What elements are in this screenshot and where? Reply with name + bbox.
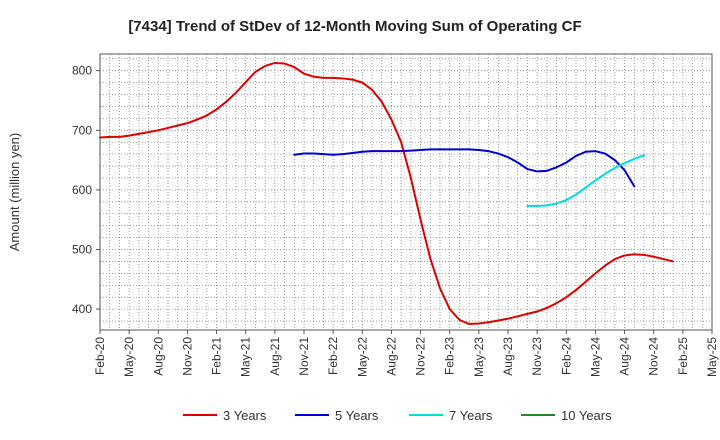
x-tick-label: May-22	[355, 337, 369, 377]
series-line-3	[526, 154, 645, 208]
y-tick-label: 500	[72, 243, 92, 257]
legend-item: 10 Years	[521, 408, 612, 423]
x-tick-label: Feb-23	[443, 337, 457, 375]
x-tick-label: Nov-20	[180, 337, 194, 376]
x-tick-label: May-21	[239, 337, 253, 377]
legend-label: 7 Years	[449, 408, 493, 423]
chart-title: [7434] Trend of StDev of 12-Month Moving…	[128, 18, 581, 35]
x-tick-label: May-23	[472, 337, 486, 377]
y-tick-label: 400	[72, 302, 92, 316]
x-tick-label: Aug-22	[384, 337, 398, 376]
y-tick-label: 700	[72, 123, 92, 137]
x-tick-label: Nov-22	[414, 337, 428, 376]
x-tick-label: Nov-21	[297, 337, 311, 376]
x-tick-label: May-25	[705, 337, 719, 377]
series-line-2	[293, 148, 636, 188]
x-axis: Feb-20 May-20 Aug-20 Nov-20 Feb-21 May-21 Aug-…	[93, 330, 719, 377]
x-tick-label: Feb-20	[93, 337, 107, 375]
x-tick-label: Nov-23	[530, 337, 544, 376]
series-line-1	[99, 61, 675, 326]
x-tick-label: Nov-24	[647, 337, 661, 376]
x-tick-label: Aug-24	[618, 337, 632, 376]
legend-label: 5 Years	[335, 408, 379, 423]
x-tick-label: Feb-25	[676, 337, 690, 375]
x-tick-label: May-20	[122, 337, 136, 377]
plot-border	[99, 53, 713, 331]
legend-label: 3 Years	[223, 408, 267, 423]
plot-area	[100, 54, 712, 330]
x-tick-label: Feb-22	[326, 337, 340, 375]
legend-label: 10 Years	[561, 408, 612, 423]
x-tick-label: Aug-20	[151, 337, 165, 376]
x-tick-label: Feb-24	[559, 337, 573, 375]
legend-item: 5 Years	[295, 408, 379, 423]
legend-item: 7 Years	[409, 408, 493, 423]
x-tick-label: Aug-23	[501, 337, 515, 376]
y-axis: 400 500 600 700 800	[72, 64, 100, 316]
legend-item: 3 Years	[183, 408, 267, 423]
x-tick-label: Aug-21	[268, 337, 282, 376]
grid	[100, 54, 712, 330]
series-layer	[99, 61, 675, 326]
y-tick-label: 600	[72, 183, 92, 197]
x-tick-label: May-24	[588, 337, 602, 377]
legend: 3 Years 5 Years 7 Years 10 Years	[183, 408, 612, 423]
x-tick-label: Feb-21	[210, 337, 224, 375]
y-tick-label: 800	[72, 64, 92, 78]
y-axis-label: Amount (million yen)	[7, 133, 22, 252]
